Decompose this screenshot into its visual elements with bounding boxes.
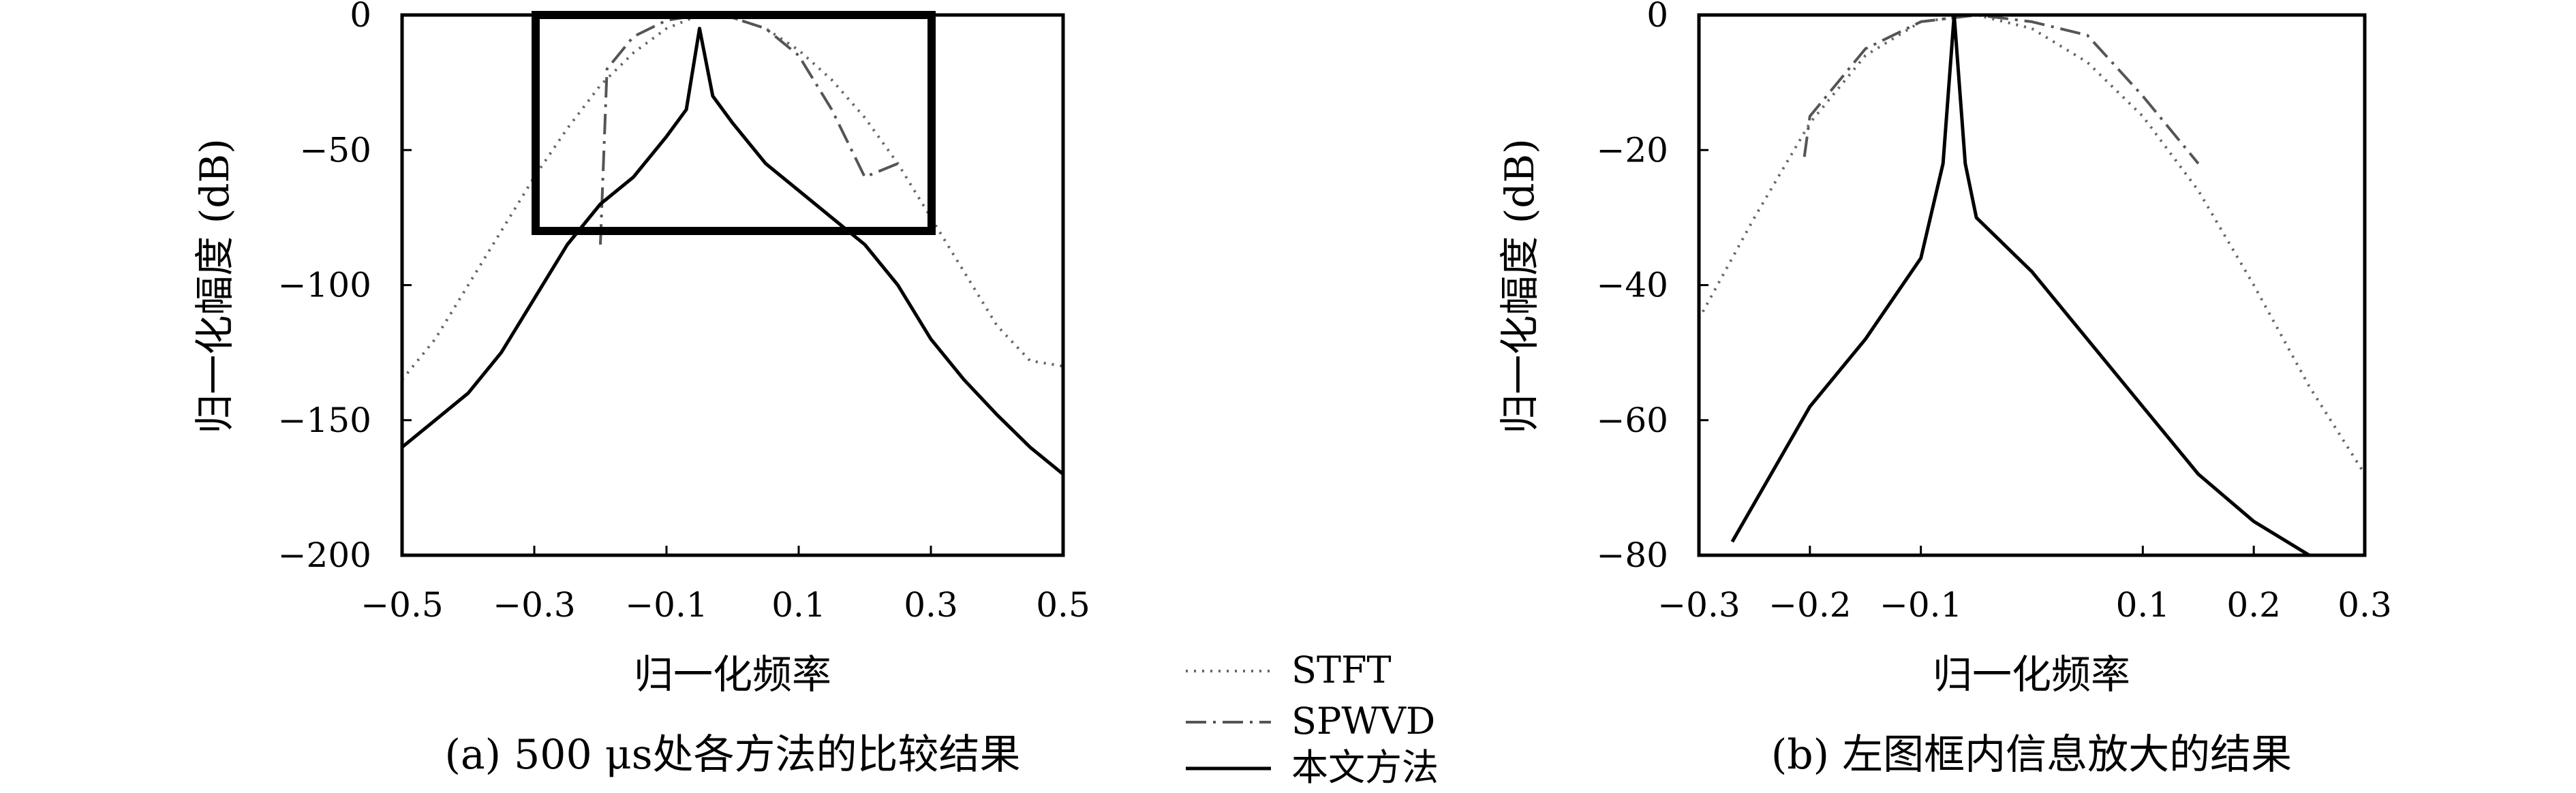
panel-b-y-ticks: 0 −20 −40 −60 −80 (1596, 0, 1708, 575)
panel-a-x-axis-label: 归一化频率 (634, 651, 831, 698)
panel-a-x-tick-label: −0.5 (361, 585, 443, 625)
panel-a: −0.5 −0.3 −0.1 0.1 0.3 0.5 0 −50 −100 −150 −200 归… (191, 0, 1090, 779)
panel-a-x-tick-label: −0.1 (625, 585, 707, 625)
panel-b-y-tick-label: −60 (1596, 401, 1668, 440)
legend-proposed-label: 本文方法 (1291, 746, 1439, 789)
panel-a-y-tick-label: 0 (350, 0, 371, 35)
legend-stft-label: STFT (1291, 649, 1392, 691)
panel-b-x-tick-label: 0.2 (2226, 585, 2281, 625)
panel-a-y-tick-label: −150 (278, 401, 371, 440)
panel-a-x-ticks: −0.5 −0.3 −0.1 0.1 0.3 0.5 (361, 546, 1090, 625)
panel-b-axes-frame (1697, 13, 2367, 557)
panel-b-x-tick-label: −0.2 (1768, 585, 1851, 625)
panel-b-series-spwvd (1803, 14, 2200, 165)
panel-a-x-tick-label: 0.1 (771, 585, 826, 625)
panel-a-x-tick-label: 0.3 (904, 585, 958, 625)
legend: STFT SPWVD 本文方法 (1186, 649, 1439, 789)
panel-b-y-tick-label: −20 (1596, 130, 1668, 170)
panel-b-y-axis-label: 归一化幅度 (dB) (1497, 138, 1543, 433)
panel-a-y-ticks: 0 −50 −100 −150 −200 (278, 0, 412, 575)
panel-a-series-stft (401, 14, 1064, 381)
panel-b-x-tick-label: −0.1 (1880, 585, 1962, 625)
panel-a-y-tick-label: −100 (278, 266, 371, 305)
panel-a-y-tick-label: −50 (299, 130, 371, 170)
panel-b-plot-area (1698, 13, 2366, 557)
panel-a-x-tick-label: −0.3 (493, 585, 575, 625)
panel-a-y-tick-label: −200 (278, 535, 371, 575)
panel-a-series-spwvd (599, 14, 899, 245)
panel-b-x-tick-label: −0.3 (1657, 585, 1740, 625)
panel-b-x-ticks: −0.3 −0.2 −0.1 0.1 0.2 0.3 (1657, 546, 2392, 625)
panel-b-series-stft (1698, 14, 2366, 476)
panel-a-plot-area (401, 14, 1064, 476)
panel-a-x-tick-label: 0.5 (1036, 585, 1090, 625)
panel-b-y-tick-label: −80 (1596, 535, 1668, 575)
panel-a-caption: (a) 500 μs处各方法的比较结果 (444, 731, 1020, 779)
panel-b-y-tick-label: 0 (1646, 0, 1668, 35)
panel-b-x-tick-label: 0.3 (2337, 585, 2392, 625)
panel-b-x-axis-label: 归一化频率 (1933, 651, 2130, 698)
panel-a-y-axis-label: 归一化幅度 (dB) (191, 138, 238, 433)
panel-b-series-proposed (1730, 13, 2310, 557)
panel-b-caption: (b) 左图框内信息放大的结果 (1771, 731, 2292, 779)
panel-b: −0.3 −0.2 −0.1 0.1 0.2 0.3 0 −20 −40 −60 −80 归一化频… (1497, 0, 2392, 779)
panel-b-y-tick-label: −40 (1596, 266, 1668, 305)
panel-a-zoom-box (532, 11, 936, 235)
panel-b-x-tick-label: 0.1 (2116, 585, 2171, 625)
panel-a-axes-frame (400, 13, 1065, 557)
legend-spwvd-label: SPWVD (1291, 700, 1435, 743)
panel-a-series-proposed (401, 27, 1064, 476)
